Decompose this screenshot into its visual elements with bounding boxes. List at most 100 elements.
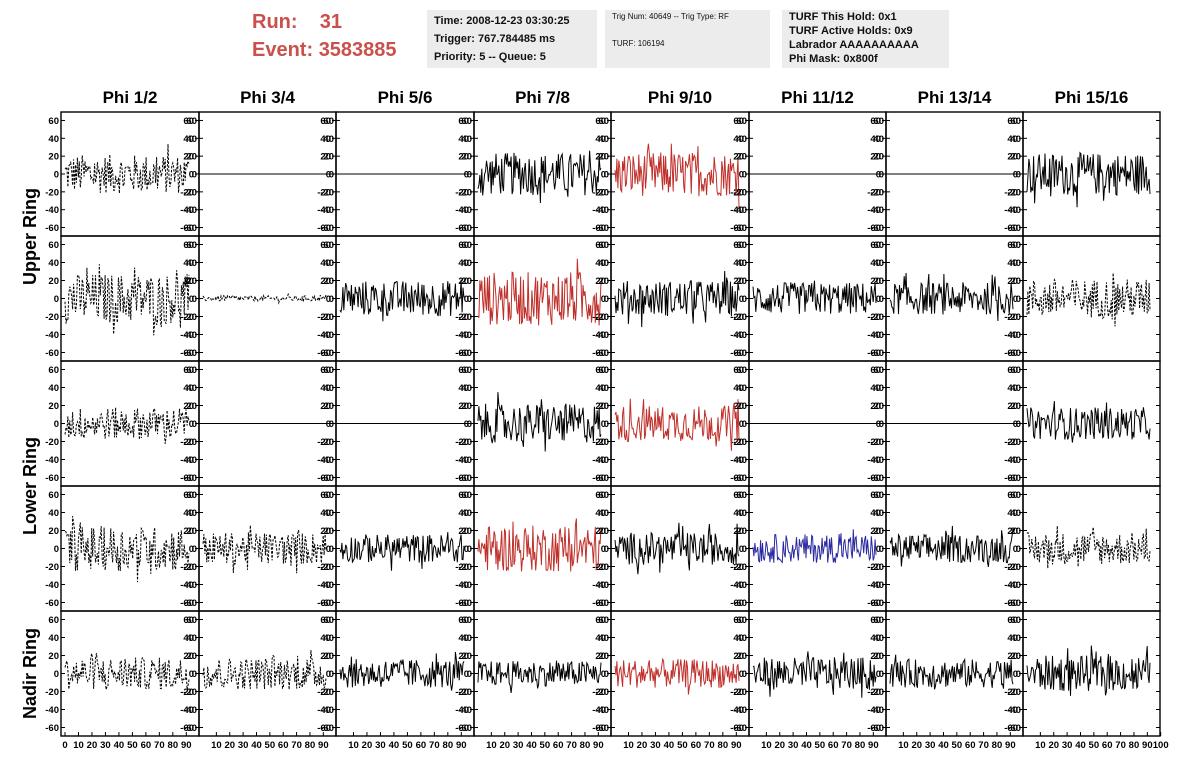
y-tick-label: 40 — [873, 383, 884, 394]
y-tick-label: 0 — [1013, 669, 1018, 680]
y-tick-label: -20 — [870, 562, 884, 573]
y-tick-label: 20 — [458, 651, 469, 662]
x-tick-label: 10 — [211, 740, 222, 751]
y-tick-label: 0 — [876, 294, 881, 305]
x-tick-label: 100 — [1153, 740, 1169, 751]
y-tick-label: 20 — [1010, 651, 1021, 662]
y-tick-label: 20 — [183, 401, 194, 412]
x-tick-label: 10 — [1035, 740, 1046, 751]
y-tick-label: -20 — [1007, 562, 1021, 573]
y-tick-label: 0 — [604, 419, 609, 430]
y-tick-label: 40 — [186, 508, 197, 519]
y-tick-label: -20 — [458, 312, 472, 323]
y-tick-label: 20 — [323, 526, 334, 537]
y-tick-label: -20 — [180, 687, 194, 698]
y-tick-label: -60 — [730, 223, 744, 234]
y-tick-label: 40 — [323, 383, 334, 394]
y-tick-label: 0 — [601, 294, 606, 305]
y-tick-label: 20 — [736, 526, 747, 537]
y-tick-label: -60 — [183, 598, 197, 609]
y-tick-label: 40 — [733, 508, 744, 519]
y-tick-label: 20 — [48, 276, 59, 287]
y-tick-label: -20 — [317, 437, 331, 448]
y-tick-label: 20 — [461, 651, 472, 662]
y-tick-label: -60 — [458, 723, 472, 734]
y-tick-label: -60 — [870, 723, 884, 734]
y-tick-label: 60 — [736, 490, 747, 501]
priority-line: Priority: 5 -- Queue: 5 — [434, 51, 546, 63]
y-tick-label: 0 — [189, 419, 194, 430]
y-tick-label: 20 — [323, 276, 334, 287]
y-tick-label: 0 — [329, 544, 334, 555]
y-tick-label: -40 — [183, 580, 197, 591]
y-tick-label: 60 — [736, 365, 747, 376]
y-tick-label: 40 — [48, 508, 59, 519]
y-tick-label: 20 — [736, 276, 747, 287]
y-tick-label: 40 — [595, 258, 606, 269]
y-tick-label: -60 — [180, 598, 194, 609]
y-tick-label: -40 — [45, 205, 59, 216]
plot-frame — [473, 610, 612, 737]
y-tick-label: 40 — [1007, 134, 1018, 145]
x-tick-label: 30 — [375, 740, 386, 751]
y-tick-label: -40 — [320, 330, 334, 341]
y-tick-label: -40 — [730, 205, 744, 216]
y-tick-label: -40 — [595, 455, 609, 466]
y-tick-label: 0 — [739, 419, 744, 430]
y-tick-label: 20 — [458, 276, 469, 287]
waveform-trace — [889, 654, 1014, 690]
y-tick-label: 60 — [183, 116, 194, 127]
y-tick-label: -40 — [595, 705, 609, 716]
y-tick-label: 0 — [601, 419, 606, 430]
waveform-trace — [1026, 401, 1151, 443]
y-tick-label: 40 — [320, 633, 331, 644]
y-tick-label: -40 — [183, 330, 197, 341]
y-tick-label: -60 — [180, 473, 194, 484]
y-tick-label: 0 — [604, 669, 609, 680]
x-tick-label: 20 — [774, 740, 785, 751]
y-tick-label: -40 — [867, 330, 881, 341]
y-tick-label: -60 — [1004, 723, 1018, 734]
y-tick-label: -20 — [45, 312, 59, 323]
x-tick-label: 80 — [718, 740, 729, 751]
y-tick-label: 60 — [595, 490, 606, 501]
y-tick-label: 40 — [873, 633, 884, 644]
y-tick-label: 20 — [320, 152, 331, 163]
y-tick-label: 20 — [873, 651, 884, 662]
y-tick-label: -20 — [180, 562, 194, 573]
y-tick-label: 60 — [873, 240, 884, 251]
y-tick-label: -20 — [870, 312, 884, 323]
y-tick-label: -20 — [870, 187, 884, 198]
plot-frame — [610, 111, 750, 237]
time-line: Time: 2008-12-23 03:30:25 — [434, 15, 570, 27]
y-tick-label: 20 — [870, 276, 881, 287]
y-tick-label: 60 — [186, 240, 197, 251]
y-tick-label: 40 — [733, 258, 744, 269]
y-tick-label: -20 — [180, 312, 194, 323]
y-tick-label: 0 — [1016, 669, 1021, 680]
x-tick-label: 80 — [168, 740, 179, 751]
y-tick-label: -60 — [592, 473, 606, 484]
y-tick-label: -40 — [1004, 330, 1018, 341]
turf-hold-line: TURF This Hold: 0x1 — [789, 11, 897, 23]
y-tick-label: -20 — [730, 687, 744, 698]
waveform-trace — [1026, 645, 1151, 696]
y-tick-label: -40 — [320, 580, 334, 591]
y-tick-label: 40 — [186, 383, 197, 394]
y-tick-label: -20 — [1004, 562, 1018, 573]
y-tick-label: 0 — [54, 669, 59, 680]
y-tick-label: -40 — [45, 330, 59, 341]
y-tick-label: -60 — [595, 598, 609, 609]
y-tick-label: 60 — [595, 240, 606, 251]
y-tick-label: -20 — [592, 687, 606, 698]
y-tick-label: 0 — [464, 170, 469, 181]
y-tick-label: -20 — [458, 187, 472, 198]
waveform-trace — [202, 525, 327, 574]
y-tick-label: 60 — [870, 615, 881, 626]
y-tick-label: 60 — [458, 240, 469, 251]
y-tick-label: 20 — [870, 651, 881, 662]
y-tick-label: 20 — [48, 526, 59, 537]
y-tick-label: -20 — [455, 687, 469, 698]
y-tick-label: 40 — [48, 383, 59, 394]
y-tick-label: 20 — [595, 276, 606, 287]
